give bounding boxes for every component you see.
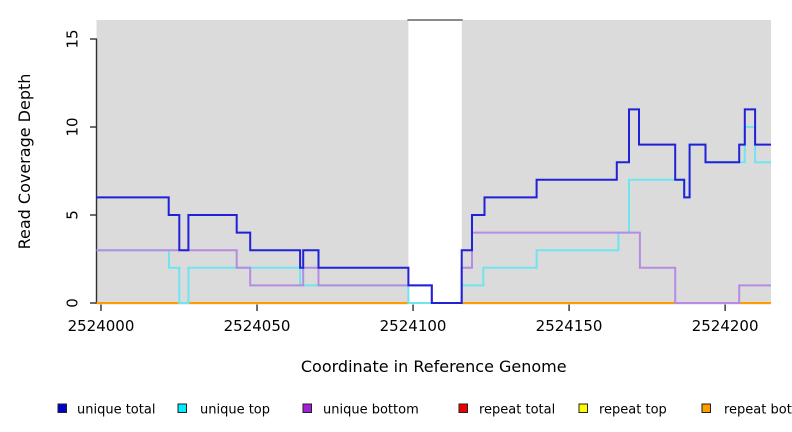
legend-swatch-repeat-top (578, 403, 588, 413)
y-axis-tick-label: 5 (63, 210, 81, 220)
x-axis-tick-label: 2524200 (692, 317, 759, 335)
x-axis-tick-label: 2524100 (380, 317, 447, 335)
legend-swatch-unique-top (177, 403, 187, 413)
legend-label-repeat-total: repeat total (479, 403, 555, 418)
legend-label-unique-top: unique top (200, 403, 270, 418)
x-axis-tick-label: 2524000 (68, 317, 135, 335)
legend-swatch-unique-bottom (302, 403, 312, 413)
series-unique-total-line (96, 108, 771, 304)
legend-label-unique-total: unique total (77, 403, 155, 418)
y-axis-tick-label: 15 (63, 29, 81, 48)
legend-label-unique-bottom: unique bottom (323, 403, 419, 418)
gap-band-top-border (407, 19, 463, 21)
x-axis-title: Coordinate in Reference Genome (301, 357, 567, 376)
legend-label-repeat-bottom: repeat bottom (724, 403, 792, 418)
x-axis-tick-label: 2524050 (224, 317, 291, 335)
y-axis-tick-label: 0 (63, 298, 81, 308)
gap-band (408, 20, 462, 305)
legend-label-repeat-top: repeat top (599, 403, 667, 418)
legend-swatch-repeat-total (458, 403, 468, 413)
y-axis-title: Read Coverage Depth (15, 74, 34, 250)
legend-swatch-unique-total (57, 403, 67, 413)
y-axis-tick-label: 10 (63, 117, 81, 136)
legend-swatch-repeat-bottom (701, 403, 711, 413)
x-axis-tick-label: 2524150 (536, 317, 603, 335)
